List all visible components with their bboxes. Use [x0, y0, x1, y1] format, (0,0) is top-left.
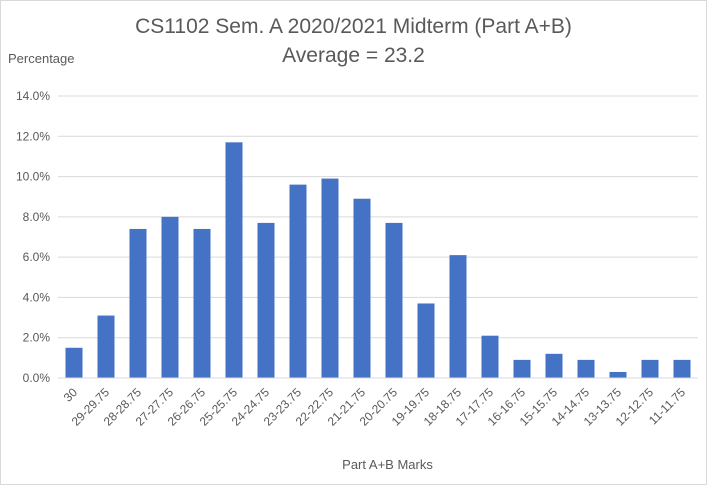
bar	[161, 216, 179, 378]
bar	[673, 359, 691, 378]
bar	[65, 347, 83, 378]
chart-title: CS1102 Sem. A 2020/2021 Midterm (Part A+…	[135, 15, 572, 38]
y-tick-label: 6.0%	[23, 250, 51, 264]
bar	[545, 353, 563, 378]
bar	[449, 255, 467, 378]
bar	[321, 178, 339, 378]
y-tick-label: 14.0%	[16, 89, 50, 103]
bar	[417, 303, 435, 378]
y-tick-label: 0.0%	[23, 371, 51, 385]
bar	[385, 222, 403, 378]
y-tick-label: 8.0%	[23, 210, 51, 224]
bar	[225, 142, 243, 378]
bar	[609, 371, 627, 378]
y-tick-label: 10.0%	[16, 170, 50, 184]
x-tick-label: 30	[61, 385, 81, 405]
y-axis-label: Percentage	[8, 51, 75, 66]
y-tick-label: 2.0%	[23, 331, 51, 345]
bar	[129, 228, 147, 378]
bar	[513, 359, 531, 378]
x-axis-label: Part A+B Marks	[342, 457, 433, 472]
bar	[641, 359, 659, 378]
y-tick-label: 12.0%	[16, 129, 50, 143]
bar	[353, 198, 371, 378]
bar	[193, 228, 211, 378]
bar	[289, 184, 307, 378]
bar	[577, 359, 595, 378]
bar	[97, 315, 115, 378]
y-tick-label: 4.0%	[23, 290, 51, 304]
chart-subtitle: Average = 23.2	[282, 44, 425, 67]
bar	[257, 222, 275, 378]
bar	[481, 335, 499, 378]
